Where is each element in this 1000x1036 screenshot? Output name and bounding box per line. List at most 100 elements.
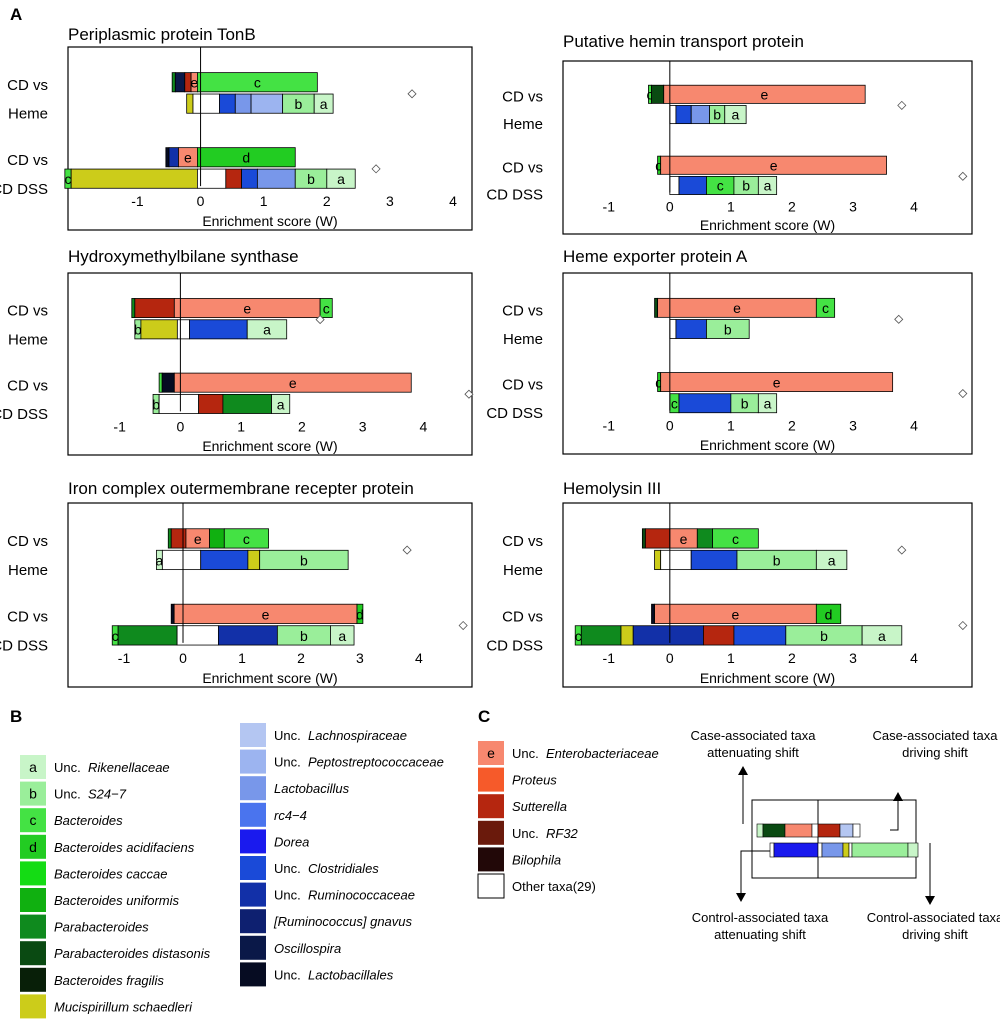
bar-segment xyxy=(161,372,175,393)
bar-segment-label: c xyxy=(243,531,250,547)
x-tick-label: -1 xyxy=(113,418,126,434)
legend-name: Clostridiales xyxy=(308,861,379,876)
x-tick-label: -1 xyxy=(603,650,616,666)
bar-segment xyxy=(645,528,671,549)
legend-c: e Unc. Enterobacteriaceae Proteus Sutterella… xyxy=(477,741,659,899)
x-tick-label: 1 xyxy=(727,650,735,666)
bar-segment xyxy=(815,297,836,318)
bar-segment-label: c xyxy=(65,171,72,187)
score-marker xyxy=(894,314,904,324)
bar-segment xyxy=(706,319,750,339)
bar-segment-label: e xyxy=(184,150,192,166)
legend-item: Lactobacillus xyxy=(240,776,350,801)
panel-label-b: B xyxy=(10,707,22,726)
legend-swatch xyxy=(478,741,504,765)
schematic-bar-segment xyxy=(842,842,850,858)
legend-swatch xyxy=(240,909,266,934)
x-tick-label: 3 xyxy=(849,199,857,215)
legend-name: Bacteroides caccae xyxy=(54,866,167,881)
bar-segment xyxy=(651,603,655,624)
x-tick-label: 4 xyxy=(449,193,457,209)
bar-segment xyxy=(696,528,713,549)
bar-segment-label: c xyxy=(671,396,678,412)
legend-swatch xyxy=(20,808,46,833)
legend-item: Unc. Ruminococcaceae xyxy=(240,882,415,907)
score-marker xyxy=(315,315,325,325)
legend-item: Proteus xyxy=(478,767,557,792)
bar-segment-label: d xyxy=(242,150,250,166)
legend-swatch-key: a xyxy=(29,759,37,775)
schematic-bar-segment xyxy=(817,823,841,838)
bar-segment xyxy=(259,549,349,571)
x-tick-label: 0 xyxy=(176,418,184,434)
bar-segment-label: a xyxy=(764,178,772,194)
arrowhead-control-driving xyxy=(925,896,935,905)
legend-swatch xyxy=(477,873,505,899)
schematic-bar-segment xyxy=(852,823,861,838)
bar-segment xyxy=(632,625,704,646)
schematic-frame xyxy=(751,799,917,879)
bar-segment-label: e xyxy=(190,75,198,91)
legend-name: Bacteroides uniformis xyxy=(54,893,179,908)
bar-segment-label: b xyxy=(741,396,749,412)
row-label-line1: CD vs xyxy=(502,609,543,626)
label-control-attenuating-2: attenuating shift xyxy=(714,927,806,942)
bar-segment-label: a xyxy=(263,322,271,338)
x-axis-label: Enrichment score (W) xyxy=(202,213,337,229)
bar-segment xyxy=(246,319,288,340)
bar-segment-label: a xyxy=(338,628,346,644)
legend-prefix: Unc. xyxy=(274,755,301,770)
x-tick-label: 4 xyxy=(415,650,423,666)
legend-name: rc4−4 xyxy=(274,808,307,823)
legend-item: Unc. Lactobacillales xyxy=(240,962,394,987)
row-label-line1: CD vs xyxy=(7,303,48,320)
bar-segment xyxy=(192,93,220,114)
chart-title: Iron complex outermembrane recepter prot… xyxy=(68,479,414,498)
legend-item: Unc. Lachnospiraceae xyxy=(240,723,407,747)
legend-name: Parabacteroides distasonis xyxy=(54,946,211,961)
bar-segment-label: a xyxy=(732,107,740,123)
bar-segment-label: c xyxy=(323,300,330,316)
bar-segment xyxy=(134,298,175,318)
bar-segment xyxy=(641,528,646,549)
bar-segment-label: c xyxy=(112,628,119,644)
legend-item: a Unc. Rikenellaceae xyxy=(20,755,170,779)
legend-item: Bacteroides uniformis xyxy=(20,888,179,912)
legend-item: Mucispirillum schaedleri xyxy=(20,994,193,1019)
score-marker xyxy=(897,100,907,110)
bar-segment xyxy=(168,147,179,168)
bar-segment xyxy=(158,372,163,393)
bar-segment xyxy=(660,372,894,392)
schematic-bar-segment xyxy=(762,823,786,838)
bar-segment xyxy=(654,549,662,571)
legend-prefix: Unc. xyxy=(54,760,81,775)
bar-segment xyxy=(724,105,747,125)
bar-segment xyxy=(174,72,186,93)
legend-swatch xyxy=(240,829,266,854)
legend-swatch xyxy=(478,767,504,792)
legend-swatch xyxy=(478,820,504,845)
bar-segment-label: d xyxy=(825,606,833,622)
bar-segment xyxy=(209,528,225,549)
row-label-line2: Heme xyxy=(503,562,543,579)
bar-segment-label: d xyxy=(655,157,663,173)
bar-segment-label: e xyxy=(289,375,297,391)
bar-segment xyxy=(197,147,296,168)
legend-swatch xyxy=(20,755,46,779)
bar-segment-label: b xyxy=(742,178,750,194)
schematic-bar-segment xyxy=(769,842,775,858)
x-tick-label: 4 xyxy=(910,417,918,433)
chart-frame xyxy=(67,272,473,456)
schematic-bar-segment xyxy=(848,842,853,858)
x-tick-label: -1 xyxy=(603,417,616,433)
bar-segment-label: d xyxy=(655,374,663,390)
chart-frame xyxy=(67,502,473,688)
legend-item: d Bacteroides acidifaciens xyxy=(20,834,195,859)
bar-segment xyxy=(326,168,356,189)
legend-item: Unc. RF32 xyxy=(478,820,579,845)
score-marker xyxy=(464,389,474,399)
bar-segment-label: b xyxy=(295,96,303,112)
bar-segment-label: c xyxy=(732,531,739,547)
x-axis-label: Enrichment score (W) xyxy=(700,217,835,233)
